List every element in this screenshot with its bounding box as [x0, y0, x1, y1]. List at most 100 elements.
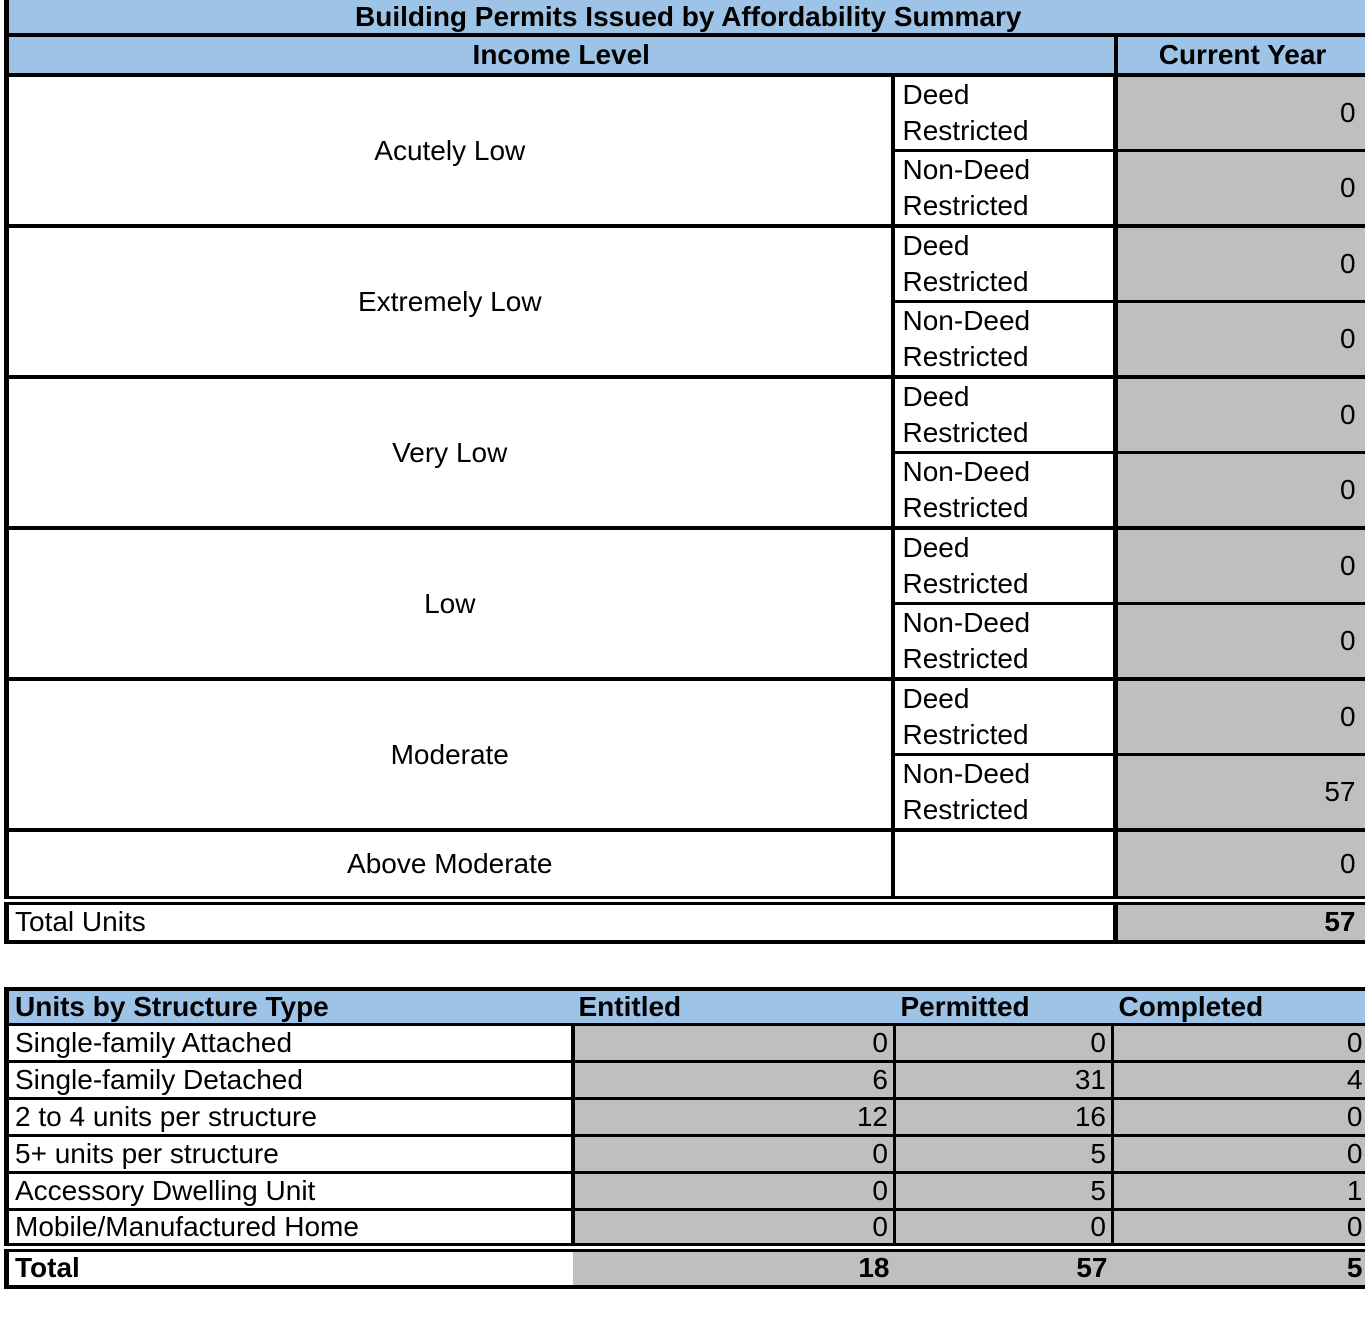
restriction-type-cell: Deed Restricted: [892, 75, 1118, 151]
unit-count-cell: 0: [1115, 375, 1365, 453]
table-row: Above Moderate 0: [6, 828, 1365, 900]
restriction-type-label: Non-Deed Restricted: [902, 607, 1031, 674]
permits-by-affordability-table: Building Permits Issued by Affordability…: [4, 0, 1365, 944]
restriction-type-label: Deed Restricted: [902, 381, 1029, 448]
table-row: 2 to 4 units per structure 12 16 0: [6, 1098, 1365, 1137]
structure-total-label: Total: [6, 1242, 573, 1287]
table1-title: Building Permits Issued by Affordability…: [6, 0, 1365, 37]
permitted-count-cell: 5: [894, 1135, 1114, 1174]
income-level-cell: Low: [6, 526, 895, 679]
income-level-cell: Extremely Low: [6, 224, 895, 377]
restriction-type-label: Non-Deed Restricted: [902, 305, 1031, 372]
entitled-count-cell: 0: [572, 1172, 896, 1211]
structure-type-header: Units by Structure Type: [6, 988, 573, 1026]
restriction-type-cell: Non-Deed Restricted: [892, 602, 1118, 679]
structure-type-cell: Single-family Attached: [6, 1024, 575, 1063]
table1-title-row: Building Permits Issued by Affordability…: [6, 0, 1365, 37]
restriction-type-cell: Deed Restricted: [892, 526, 1118, 604]
restriction-type-cell: Non-Deed Restricted: [892, 149, 1118, 226]
units-by-structure-type-table: Units by Structure Type Entitled Permitt…: [4, 986, 1365, 1289]
income-level-header: Income Level: [6, 35, 1118, 77]
structure-type-cell: 2 to 4 units per structure: [6, 1098, 575, 1137]
table2-header-row: Units by Structure Type Entitled Permitt…: [6, 988, 1365, 1026]
restriction-type-label: Non-Deed Restricted: [902, 154, 1031, 221]
permitted-count-cell: 31: [894, 1061, 1114, 1100]
completed-count-cell: 1: [1112, 1172, 1365, 1211]
restriction-type-label: Non-Deed Restricted: [902, 758, 1031, 825]
unit-count-cell: 0: [1115, 149, 1365, 226]
permitted-count-cell: 0: [894, 1209, 1114, 1249]
restriction-type-cell: Deed Restricted: [892, 375, 1118, 453]
table-row: Non-Deed Restricted 0: [7, 451, 1365, 528]
table-row: Non-Deed Restricted 0: [7, 149, 1365, 226]
restriction-type-cell: Non-Deed Restricted: [892, 753, 1118, 830]
income-level-cell: Acutely Low: [6, 75, 895, 226]
restriction-type-label: Deed Restricted: [902, 683, 1029, 750]
table-row: Mobile/Manufactured Home 0 0 0: [6, 1209, 1365, 1249]
restriction-type-cell: Deed Restricted: [892, 677, 1118, 755]
entitled-count-cell: 12: [572, 1098, 896, 1137]
unit-count-cell: 0: [1115, 451, 1365, 528]
income-level-cell: Very Low: [6, 375, 895, 528]
completed-header: Completed: [1112, 988, 1365, 1026]
table-row: Very Low Deed Restricted 0: [6, 375, 1365, 528]
table-row: 5+ units per structure 0 5 0: [6, 1135, 1365, 1174]
structure-type-cell: Mobile/Manufactured Home: [6, 1209, 575, 1249]
total-units-row: Total Units 57: [6, 895, 1365, 942]
completed-total-value: 5: [1112, 1242, 1365, 1287]
restriction-type-label: Deed Restricted: [902, 79, 1029, 146]
unit-count-cell: 0: [1115, 224, 1365, 302]
income-level-cell: Moderate: [6, 677, 895, 830]
structure-type-cell: Accessory Dwelling Unit: [6, 1172, 575, 1211]
table-row: Single-family Detached 6 31 4: [6, 1061, 1365, 1100]
unit-count-cell: 0: [1115, 300, 1365, 377]
table-row: Single-family Attached 0 0 0: [6, 1024, 1365, 1063]
table-row: Non-Deed Restricted 57: [7, 753, 1365, 830]
current-year-header: Current Year: [1115, 35, 1365, 77]
table-row: Non-Deed Restricted 0: [7, 602, 1365, 679]
entitled-count-cell: 6: [572, 1061, 896, 1100]
total-units-value: 57: [1115, 895, 1365, 942]
table1-header-row: Income Level Current Year: [6, 35, 1365, 77]
income-level-cell: Above Moderate: [6, 828, 895, 900]
permitted-count-cell: 5: [894, 1172, 1114, 1211]
table-row: Acutely Low Deed Restricted 0: [6, 75, 1365, 226]
table-row: Extremely Low Deed Restricted 0: [6, 224, 1365, 377]
permitted-count-cell: 0: [894, 1024, 1114, 1063]
unit-count-cell: 57: [1115, 753, 1365, 830]
structure-type-cell: Single-family Detached: [6, 1061, 575, 1100]
completed-count-cell: 0: [1112, 1209, 1365, 1249]
structure-type-cell: 5+ units per structure: [6, 1135, 575, 1174]
entitled-count-cell: 0: [572, 1209, 896, 1249]
restriction-type-cell: Non-Deed Restricted: [892, 300, 1118, 377]
table-row: Moderate Deed Restricted 0: [6, 677, 1365, 830]
completed-count-cell: 0: [1112, 1135, 1365, 1174]
restriction-type-label: Deed Restricted: [902, 532, 1029, 599]
entitled-count-cell: 0: [572, 1024, 896, 1063]
entitled-count-cell: 0: [572, 1135, 896, 1174]
completed-count-cell: 0: [1112, 1098, 1365, 1137]
permitted-total-value: 57: [894, 1242, 1113, 1287]
empty-cell: [892, 895, 1118, 942]
empty-cell: [892, 828, 1118, 900]
unit-count-cell: 0: [1115, 828, 1365, 900]
table-row: Low Deed Restricted 0: [6, 526, 1365, 679]
permitted-header: Permitted: [894, 988, 1113, 1026]
restriction-type-label: Deed Restricted: [902, 230, 1029, 297]
restriction-type-cell: Deed Restricted: [892, 224, 1118, 302]
total-units-label: Total Units: [6, 895, 893, 942]
entitled-total-value: 18: [572, 1242, 895, 1287]
unit-count-cell: 0: [1115, 75, 1365, 151]
structure-total-row: Total 18 57 5: [6, 1242, 1365, 1287]
restriction-type-label: Non-Deed Restricted: [902, 456, 1031, 523]
unit-count-cell: 0: [1115, 526, 1365, 604]
table-row: Non-Deed Restricted 0: [7, 300, 1365, 377]
restriction-type-cell: Non-Deed Restricted: [892, 451, 1118, 528]
completed-count-cell: 4: [1112, 1061, 1365, 1100]
unit-count-cell: 0: [1115, 602, 1365, 679]
unit-count-cell: 0: [1115, 677, 1365, 755]
table-row: Accessory Dwelling Unit 0 5 1: [6, 1172, 1365, 1211]
entitled-header: Entitled: [572, 988, 895, 1026]
permitted-count-cell: 16: [894, 1098, 1114, 1137]
